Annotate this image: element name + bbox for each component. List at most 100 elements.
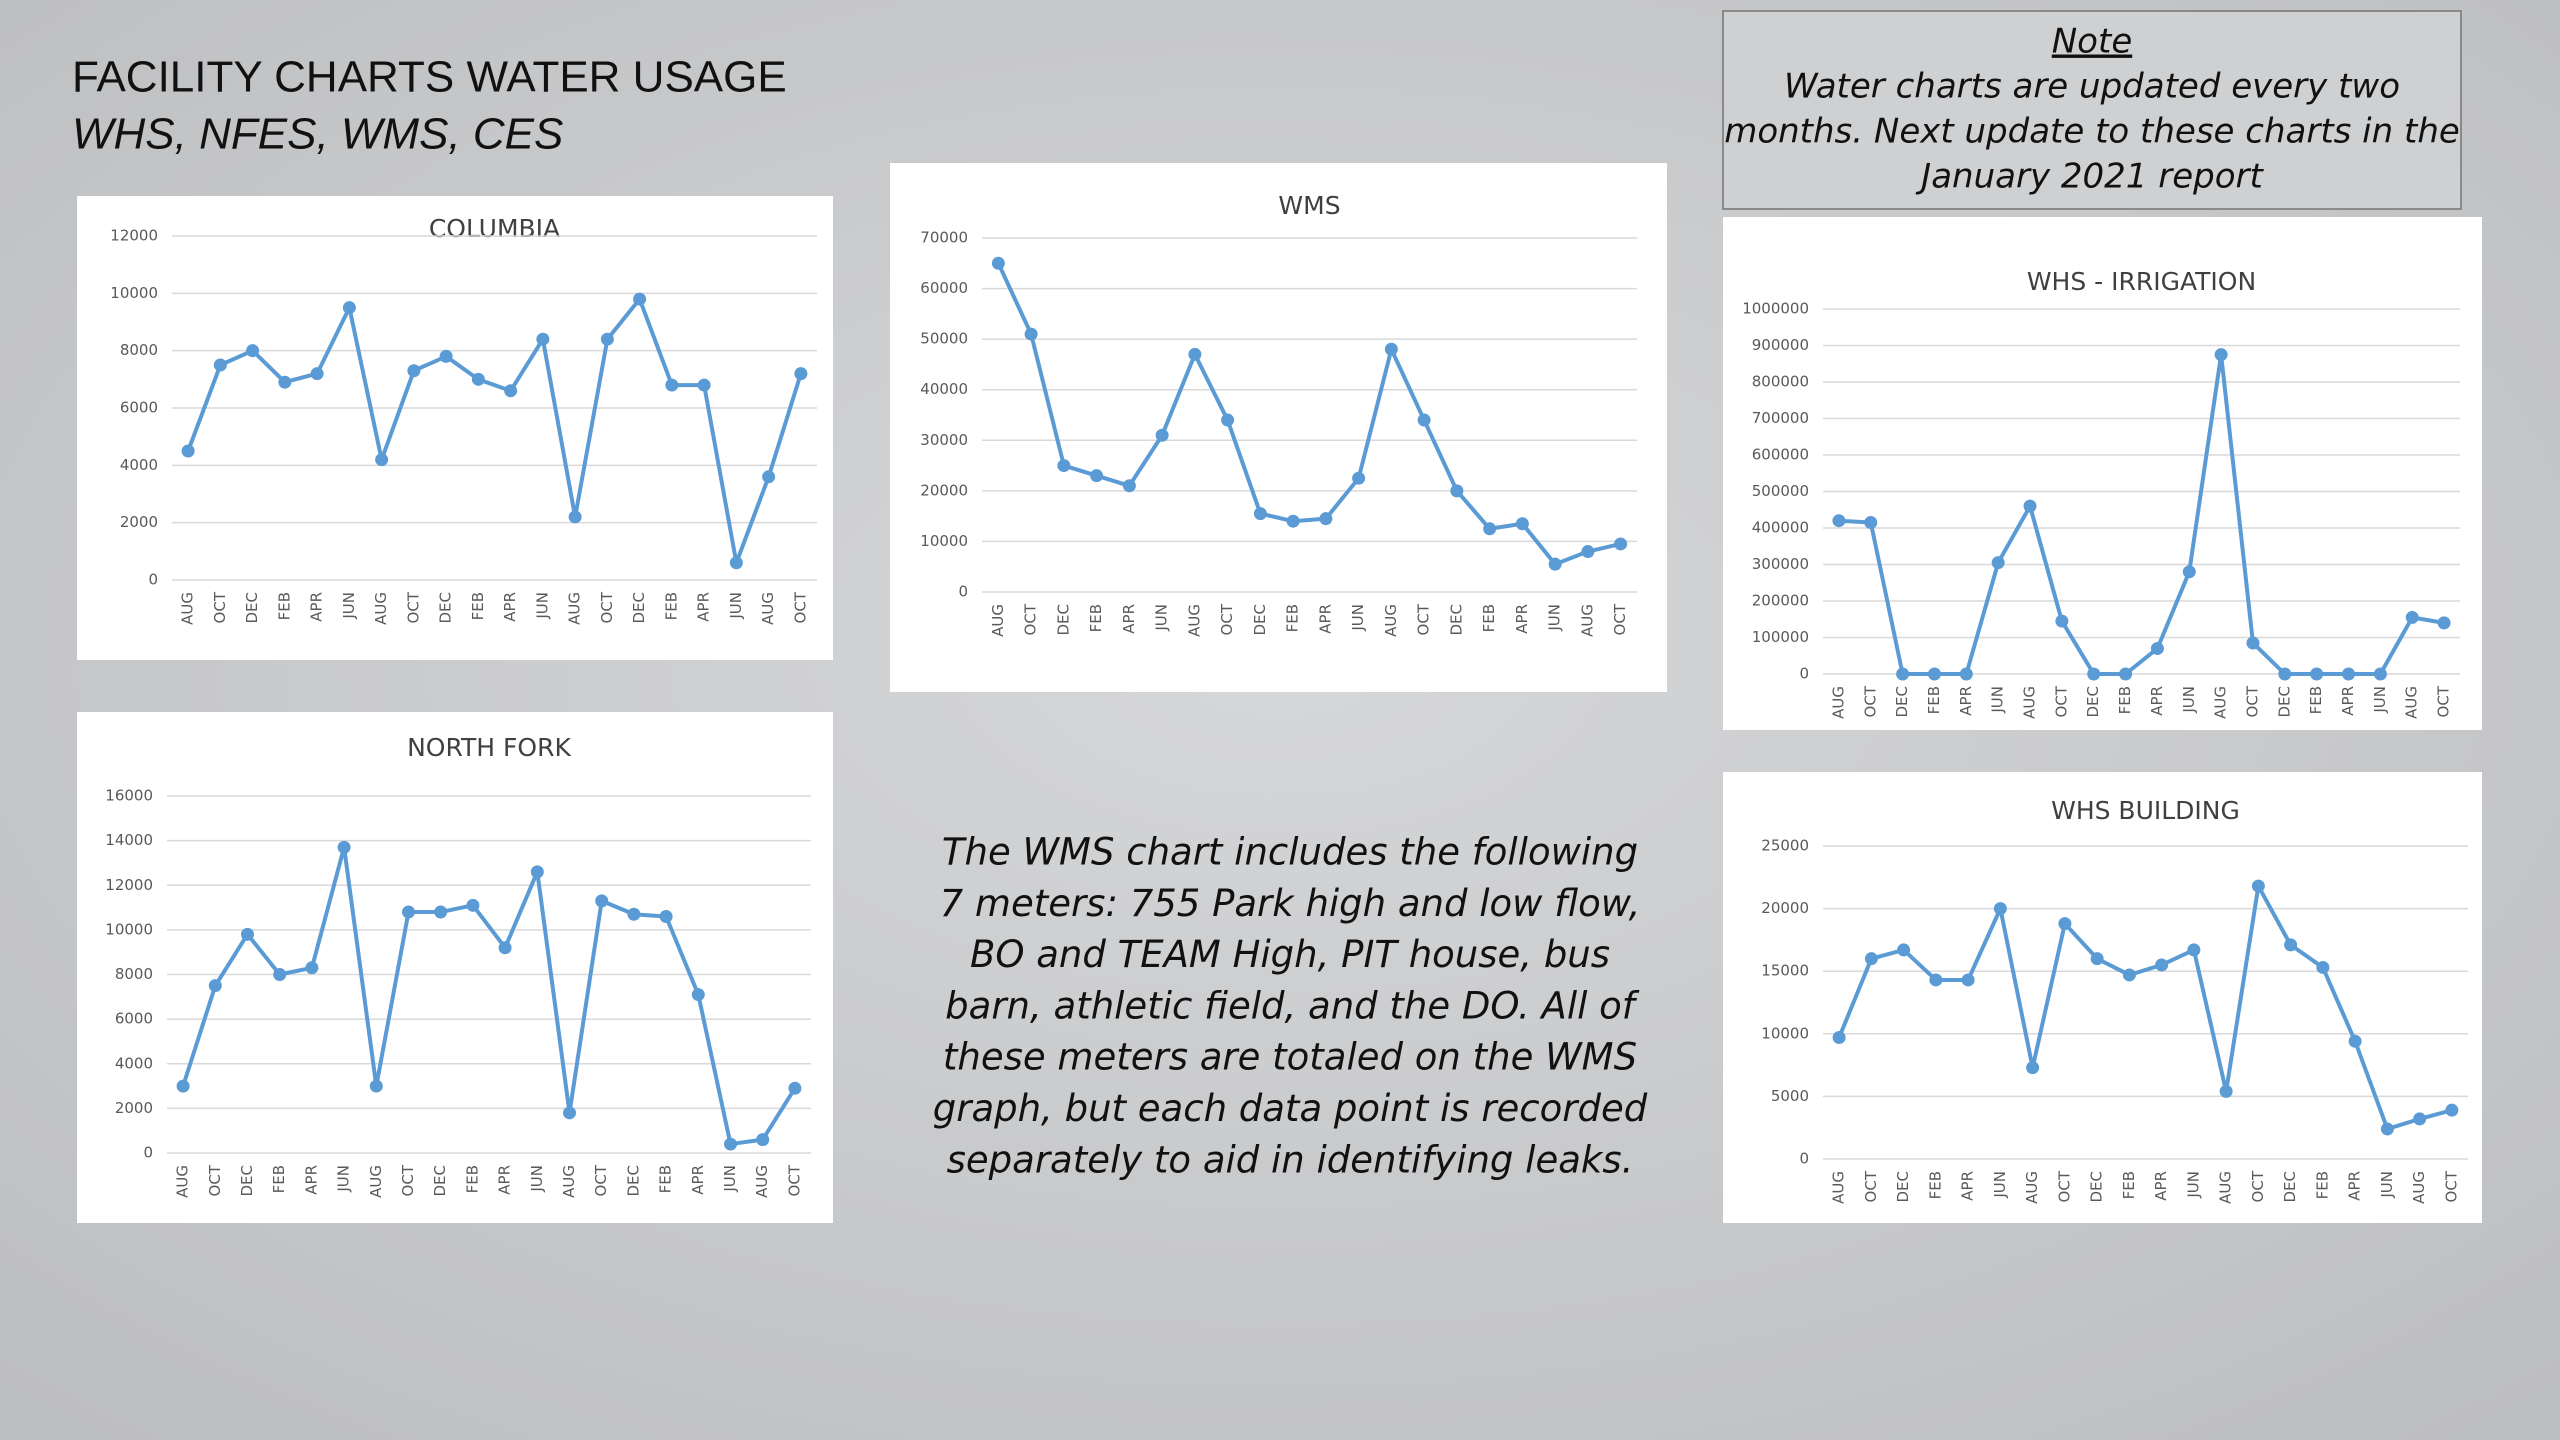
- x-tick-label: AUG: [566, 592, 584, 625]
- y-tick-label: 4000: [115, 1054, 153, 1072]
- chart-panel: [1723, 217, 2482, 730]
- data-point: [659, 909, 673, 923]
- data-point: [2380, 1122, 2394, 1136]
- x-tick-label: JUN: [2371, 686, 2389, 714]
- data-point: [1483, 522, 1497, 536]
- x-tick-label: AUG: [1382, 604, 1400, 637]
- y-tick-label: 4000: [120, 456, 158, 474]
- x-tick-label: FEB: [657, 1165, 675, 1193]
- data-point: [2251, 879, 2265, 893]
- data-point: [305, 961, 319, 975]
- y-tick-label: 50000: [920, 330, 968, 348]
- x-tick-label: FEB: [1480, 604, 1498, 632]
- data-point: [2058, 917, 2072, 931]
- description-line: separately to aid in identifying leaks.: [947, 1138, 1634, 1181]
- data-point: [1864, 952, 1878, 966]
- y-tick-label: 10000: [1761, 1024, 1809, 1042]
- y-tick-label: 20000: [1761, 899, 1809, 917]
- x-tick-label: APR: [496, 1165, 514, 1195]
- data-point: [788, 1081, 802, 1095]
- data-point: [2278, 667, 2292, 681]
- x-tick-label: OCT: [1218, 603, 1236, 635]
- data-point: [794, 367, 808, 381]
- y-tick-label: 700000: [1752, 409, 1809, 427]
- data-point: [691, 988, 705, 1002]
- data-point: [1927, 667, 1941, 681]
- y-tick-label: 10000: [105, 920, 153, 938]
- description-line: these meters are totaled on the WMS: [943, 1036, 1637, 1079]
- y-tick-label: 2000: [115, 1099, 153, 1117]
- x-tick-label: OCT: [2243, 685, 2261, 717]
- x-tick-label: FEB: [1926, 1171, 1944, 1199]
- data-point: [176, 1079, 190, 1093]
- x-tick-label: OCT: [404, 591, 422, 623]
- chart-panel: [77, 712, 833, 1223]
- note: Note Water charts are updated every two mo…: [1724, 22, 2460, 197]
- x-tick-label: OCT: [2249, 1170, 2267, 1202]
- x-tick-label: AUG: [1829, 686, 1847, 719]
- chart-panel: [77, 196, 833, 660]
- x-tick-label: OCT: [791, 591, 809, 623]
- x-tick-label: DEC: [2088, 1171, 2106, 1203]
- x-tick-label: APR: [695, 592, 713, 622]
- y-tick-label: 8000: [120, 341, 158, 359]
- x-tick-label: OCT: [592, 1164, 610, 1196]
- x-tick-label: APR: [1957, 686, 1975, 716]
- data-point: [1090, 469, 1104, 483]
- data-point: [2342, 667, 2356, 681]
- data-point: [2122, 968, 2136, 982]
- data-point: [1896, 667, 1910, 681]
- y-tick-label: 2000: [120, 513, 158, 531]
- x-tick-label: FEB: [2120, 1171, 2138, 1199]
- x-tick-label: DEC: [2275, 686, 2293, 718]
- x-tick-label: JUN: [2378, 1171, 2396, 1199]
- x-tick-label: JUN: [2184, 1171, 2202, 1199]
- y-tick-label: 200000: [1752, 592, 1809, 610]
- description-line: barn, athletic field, and the DO. All of: [945, 984, 1640, 1027]
- x-tick-label: OCT: [211, 591, 229, 623]
- x-tick-label: OCT: [1611, 603, 1629, 635]
- data-point: [2284, 938, 2298, 952]
- note-line: January 2021 report: [1915, 157, 2264, 197]
- x-tick-label: AUG: [2021, 686, 2039, 719]
- x-tick-label: FEB: [275, 592, 293, 620]
- x-tick-label: APR: [2339, 686, 2357, 716]
- x-tick-label: AUG: [179, 592, 197, 625]
- data-point: [1024, 327, 1038, 341]
- x-tick-label: OCT: [399, 1164, 417, 1196]
- data-point: [208, 979, 222, 993]
- x-tick-label: DEC: [1894, 1171, 1912, 1203]
- data-point: [1548, 557, 1562, 571]
- x-tick-label: DEC: [437, 592, 455, 624]
- x-tick-label: APR: [2346, 1171, 2364, 1201]
- description-line: graph, but each data point is recorded: [933, 1087, 1648, 1130]
- data-point: [2405, 610, 2419, 624]
- x-tick-label: DEC: [238, 1165, 256, 1197]
- x-tick-label: DEC: [1447, 604, 1465, 636]
- y-tick-label: 100000: [1752, 628, 1809, 646]
- y-tick-label: 15000: [1761, 962, 1809, 980]
- y-tick-label: 0: [1799, 665, 1809, 683]
- note-line: Water charts are updated every two: [1784, 67, 2400, 107]
- chart: NORTH FORK 0 2000 4000 6000 8000 10000 12000 140…: [77, 712, 833, 1223]
- data-point: [724, 1137, 737, 1151]
- y-tick-label: 70000: [920, 229, 968, 247]
- data-point: [665, 378, 679, 392]
- x-tick-label: APR: [1316, 604, 1334, 634]
- x-tick-label: FEB: [2116, 686, 2134, 714]
- y-tick-label: 300000: [1752, 555, 1809, 573]
- data-point: [241, 927, 254, 941]
- x-tick-label: AUG: [367, 1165, 385, 1198]
- data-point: [536, 332, 550, 346]
- data-point: [2155, 958, 2169, 972]
- x-tick-label: DEC: [1054, 604, 1072, 636]
- x-tick-label: JUN: [1349, 604, 1367, 632]
- data-point: [1993, 902, 2007, 916]
- chart-title: WHS BUILDING: [2051, 796, 2240, 825]
- data-point: [375, 453, 389, 467]
- data-point: [697, 378, 711, 392]
- data-point: [729, 556, 743, 570]
- chart: WHS - IRRIGATION 0 100000 200000 300000 40000…: [1723, 217, 2482, 730]
- chart-title: WHS - IRRIGATION: [2027, 267, 2256, 296]
- data-point: [2214, 348, 2228, 362]
